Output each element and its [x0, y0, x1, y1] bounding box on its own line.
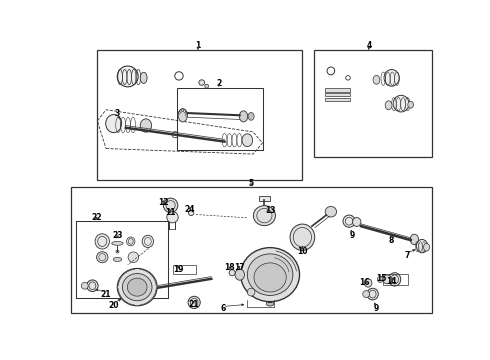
Bar	[177, 87, 263, 150]
Text: 6: 6	[220, 304, 225, 313]
Ellipse shape	[128, 252, 139, 262]
Ellipse shape	[229, 270, 235, 276]
Ellipse shape	[112, 242, 123, 245]
Ellipse shape	[188, 296, 200, 309]
Text: 8: 8	[389, 235, 394, 244]
Ellipse shape	[113, 257, 122, 261]
Ellipse shape	[383, 275, 391, 284]
Text: 4: 4	[366, 41, 371, 50]
Bar	[259, 196, 270, 201]
Ellipse shape	[325, 207, 337, 217]
Bar	[98, 50, 302, 180]
Bar	[325, 93, 350, 96]
Text: 5: 5	[248, 179, 254, 188]
Ellipse shape	[408, 101, 414, 108]
Text: 24: 24	[184, 205, 195, 214]
Text: 1: 1	[196, 41, 200, 50]
Text: 23: 23	[112, 231, 122, 240]
Ellipse shape	[117, 66, 138, 87]
Ellipse shape	[117, 269, 157, 306]
Ellipse shape	[235, 269, 245, 280]
Ellipse shape	[247, 254, 293, 296]
Ellipse shape	[423, 243, 430, 251]
Bar	[314, 50, 432, 157]
Bar	[173, 265, 196, 274]
Ellipse shape	[95, 234, 109, 249]
Text: 19: 19	[173, 265, 183, 274]
Ellipse shape	[373, 75, 380, 84]
Text: 15: 15	[376, 274, 387, 283]
Text: 13: 13	[265, 206, 275, 215]
Text: 10: 10	[297, 247, 308, 256]
Bar	[325, 89, 350, 92]
Ellipse shape	[352, 217, 361, 226]
Ellipse shape	[140, 72, 147, 84]
Text: 20: 20	[108, 301, 119, 310]
Text: 12: 12	[158, 198, 168, 207]
Ellipse shape	[81, 282, 88, 289]
Ellipse shape	[127, 278, 147, 296]
Ellipse shape	[385, 101, 392, 110]
Text: 9: 9	[349, 231, 354, 240]
Ellipse shape	[290, 224, 315, 251]
Ellipse shape	[364, 279, 372, 287]
Ellipse shape	[377, 276, 383, 283]
Ellipse shape	[163, 198, 178, 212]
Ellipse shape	[140, 119, 151, 132]
Ellipse shape	[178, 109, 187, 122]
Ellipse shape	[363, 291, 369, 297]
Ellipse shape	[167, 212, 178, 223]
Text: 16: 16	[359, 279, 369, 288]
Ellipse shape	[199, 80, 205, 85]
Ellipse shape	[267, 302, 274, 306]
Ellipse shape	[189, 210, 194, 216]
Bar	[325, 98, 350, 102]
Ellipse shape	[239, 111, 248, 122]
Text: 14: 14	[387, 276, 397, 285]
Ellipse shape	[247, 288, 255, 296]
Ellipse shape	[343, 215, 355, 227]
Ellipse shape	[389, 273, 401, 286]
Ellipse shape	[253, 206, 275, 226]
Ellipse shape	[241, 248, 299, 302]
Ellipse shape	[254, 263, 286, 292]
Ellipse shape	[97, 252, 108, 263]
Ellipse shape	[416, 239, 428, 253]
Bar	[383, 274, 408, 285]
Ellipse shape	[122, 274, 152, 301]
Text: 17: 17	[234, 263, 245, 272]
Ellipse shape	[126, 237, 135, 246]
Ellipse shape	[106, 114, 122, 132]
Ellipse shape	[367, 288, 378, 300]
Text: 18: 18	[224, 263, 234, 272]
Text: 2: 2	[216, 79, 221, 88]
Ellipse shape	[410, 234, 418, 245]
Ellipse shape	[242, 134, 253, 147]
Bar	[71, 187, 432, 314]
Text: 22: 22	[91, 213, 101, 222]
Text: 11: 11	[165, 208, 176, 217]
Ellipse shape	[393, 95, 409, 112]
Bar	[76, 221, 168, 298]
Ellipse shape	[116, 250, 119, 253]
Ellipse shape	[142, 235, 153, 247]
Ellipse shape	[384, 69, 399, 86]
Text: 3: 3	[115, 109, 120, 118]
Text: 9: 9	[374, 304, 379, 313]
Ellipse shape	[248, 112, 254, 120]
Text: 21: 21	[188, 300, 198, 309]
Ellipse shape	[205, 84, 209, 88]
Ellipse shape	[87, 280, 98, 292]
Text: 7: 7	[404, 251, 410, 260]
Text: 21: 21	[101, 289, 111, 298]
